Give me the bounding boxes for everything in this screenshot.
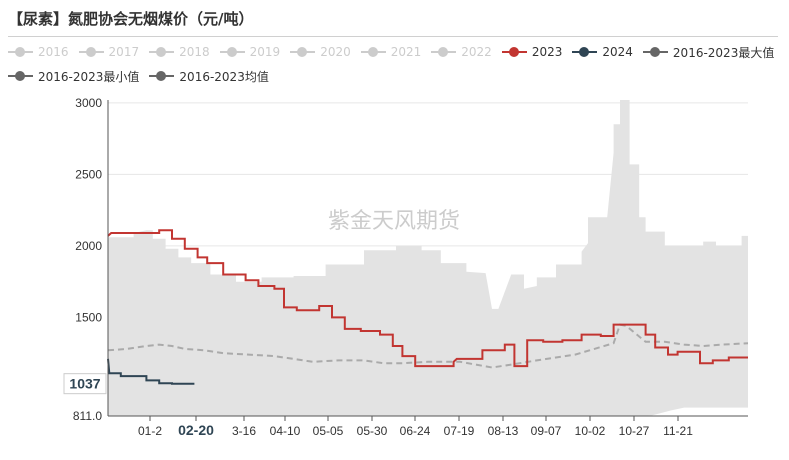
legend-label: 2019 [249, 45, 281, 59]
chart-title: 【尿素】氮肥协会无烟煤价（元/吨） [8, 10, 254, 28]
x-tick-label: 02-20 [178, 422, 214, 438]
watermark-text: 紫金天风期货 [328, 209, 460, 234]
y-tick-label: 811.0 [73, 409, 102, 423]
legend-item-2022[interactable]: 2022 [431, 45, 492, 59]
legend-marker-icon [149, 70, 175, 82]
legend-label: 2023 [531, 45, 563, 59]
series-line-2024 [107, 358, 195, 385]
legend-item-2016-2023均值[interactable]: 2016-2023均值 [149, 68, 269, 85]
x-tick-label: 01-2 [138, 424, 162, 438]
legend-row: 2016 2017 2018 2019 2020 2021 2022 2023 2024 2016… [8, 40, 783, 64]
legend-label: 2018 [179, 45, 210, 59]
x-tick-label: 07-19 [444, 424, 475, 438]
title-divider [8, 36, 778, 37]
x-tick-label: 11-21 [663, 424, 693, 438]
legend-item-2016-2023最小值[interactable]: 2016-2023最小值 [8, 68, 139, 85]
legend-label: 2016-2023均值 [179, 69, 269, 84]
legend-label: 2017 [108, 45, 140, 59]
legend-label: 2016-2023最大值 [672, 45, 775, 60]
chart-legend: 2016 2017 2018 2019 2020 2021 2022 2023 2024 2016… [8, 40, 783, 88]
legend-marker-icon [8, 46, 33, 58]
x-tick-label: 3-16 [232, 424, 256, 438]
legend-marker-icon [360, 46, 386, 58]
legend-marker-icon [149, 46, 175, 58]
x-tick-label: 10-27 [619, 424, 650, 438]
legend-item-2019[interactable]: 2019 [219, 45, 281, 59]
legend-label: 2022 [461, 45, 492, 59]
y-tick-label: 1500 [75, 310, 102, 324]
legend-item-2024[interactable]: 2024 [572, 45, 633, 59]
x-tick-label: 05-05 [313, 424, 344, 438]
range-band-max-min [108, 100, 748, 416]
legend-label: 2021 [390, 45, 422, 59]
legend-marker-icon [8, 70, 33, 82]
legend-marker-icon [642, 46, 668, 58]
legend-item-2017[interactable]: 2017 [78, 45, 140, 59]
legend-item-2018[interactable]: 2018 [149, 45, 210, 59]
legend-label: 2016 [38, 45, 69, 59]
legend-marker-icon [501, 46, 527, 58]
legend-label: 2020 [320, 45, 351, 59]
legend-item-2020[interactable]: 2020 [290, 45, 351, 59]
x-tick-label: 08-13 [488, 424, 519, 438]
legend-item-2016-2023最大值[interactable]: 2016-2023最大值 [642, 44, 775, 61]
y-value-badge [63, 373, 107, 395]
x-tick-label: 06-24 [400, 424, 431, 438]
series-line-2023 [107, 229, 748, 368]
x-tick-label: 05-30 [357, 424, 388, 438]
x-tick-label: 04-10 [270, 424, 301, 438]
series-line-mean [107, 323, 749, 369]
legend-marker-icon [572, 46, 598, 58]
legend-item-2021[interactable]: 2021 [360, 45, 422, 59]
legend-marker-icon [78, 46, 104, 58]
x-tick-label: 09-07 [531, 424, 562, 438]
legend-item-2016[interactable]: 2016 [8, 45, 69, 59]
legend-item-2023[interactable]: 2023 [501, 45, 563, 59]
legend-marker-icon [290, 46, 316, 58]
y-value-badge-label: 1037 [69, 376, 100, 392]
y-tick-label: 3000 [75, 96, 102, 110]
legend-label: 2024 [602, 45, 633, 59]
y-tick-label: 2500 [75, 167, 102, 181]
legend-marker-icon [431, 46, 457, 58]
x-tick-label: 10-02 [575, 424, 606, 438]
y-tick-label: 2000 [75, 239, 102, 253]
legend-row: 2016-2023最小值 2016-2023均值 [8, 64, 783, 88]
legend-marker-icon [219, 46, 245, 58]
legend-label: 2016-2023最小值 [38, 69, 140, 84]
